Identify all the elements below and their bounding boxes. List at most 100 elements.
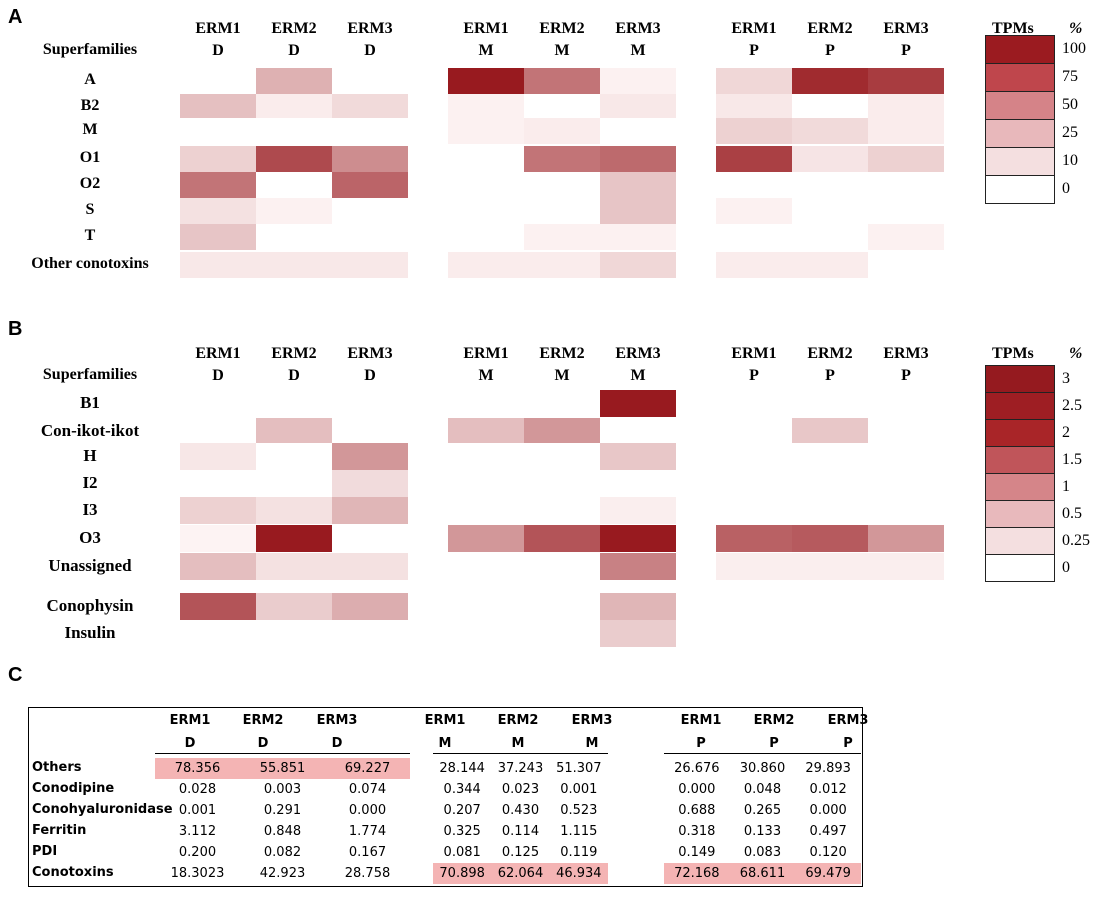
legend-header-tpms: TPMs: [992, 345, 1034, 362]
column-header-erm: ERM3: [883, 345, 929, 362]
row-label: H: [83, 446, 97, 465]
heatmap-cell: [868, 390, 944, 417]
heatmap-cell: [180, 443, 256, 470]
table-cell: 69.227: [325, 758, 410, 779]
heatmap-cell: [524, 146, 600, 172]
legend-label: 1.5: [1062, 451, 1082, 468]
row-label: S: [85, 201, 95, 218]
heatmap-cell: [180, 497, 256, 524]
table-cell: 0.048: [743, 782, 782, 797]
heatmap-cell: [332, 593, 408, 620]
heatmap-cell: [868, 443, 944, 470]
heatmap-cell: [868, 118, 944, 144]
heatmap-cell: [600, 172, 676, 198]
heatmap-cell: [600, 553, 676, 580]
table-header-erm: ERM2: [497, 713, 539, 728]
table-header-tissue: D: [331, 736, 343, 751]
legend-swatch: [985, 119, 1055, 148]
heatmap-cell: [600, 497, 676, 524]
heatmap-cell: [600, 94, 676, 120]
table-cell: 0.000: [809, 803, 847, 818]
table-cell: 0.012: [809, 782, 847, 797]
heatmap-cell: [716, 620, 792, 647]
heatmap-cell: [180, 525, 256, 552]
heatmap-cell: [524, 418, 600, 445]
legend-swatch: [985, 500, 1055, 528]
heatmap-cell: [600, 118, 676, 144]
heatmap-cell: [868, 525, 944, 552]
heatmap-cell: [600, 68, 676, 94]
column-header-erm: ERM2: [271, 20, 317, 37]
heatmap-cell: [332, 68, 408, 94]
table-cell: 70.898: [433, 863, 492, 884]
heatmap-cell: [332, 443, 408, 470]
heatmap-cell: [868, 497, 944, 524]
heatmap-cell: [524, 198, 600, 224]
heatmap-cell: [332, 390, 408, 417]
row-label: O2: [79, 175, 101, 192]
heatmap-cell: [600, 390, 676, 417]
heatmap-cell: [524, 224, 600, 250]
table-row-label: Conotoxins: [32, 865, 114, 880]
heatmap-cell: [256, 146, 332, 172]
heatmap-cell: [716, 94, 792, 120]
legend-swatch: [985, 473, 1055, 501]
heatmap-cell: [600, 224, 676, 250]
heatmap-cell: [448, 593, 524, 620]
column-header-erm: ERM3: [883, 20, 929, 37]
row-label: T: [84, 227, 96, 244]
heatmap-cell: [180, 94, 256, 120]
table-cell: 0.848: [263, 824, 302, 839]
heatmap-cell: [716, 172, 792, 198]
legend-label: 2.5: [1062, 397, 1082, 414]
heatmap-cell: [180, 418, 256, 445]
heatmap-cell: [868, 172, 944, 198]
table-row-label: Conodipine: [32, 781, 115, 796]
heatmap-cell: [448, 172, 524, 198]
heatmap-cell: [256, 224, 332, 250]
heatmap-cell: [332, 224, 408, 250]
column-header-tissue: P: [901, 367, 911, 384]
table-header-erm: ERM3: [827, 713, 869, 728]
heatmap-cell: [332, 118, 408, 144]
heatmap-cell: [716, 118, 792, 144]
heatmap-cell: [600, 593, 676, 620]
heatmap-cell: [448, 470, 524, 497]
heatmap-cell: [448, 525, 524, 552]
heatmap-cell: [180, 68, 256, 94]
legend-swatch: [985, 175, 1055, 204]
row-label: I2: [82, 473, 98, 492]
heatmap-cell: [600, 418, 676, 445]
legend-swatch: [985, 35, 1055, 64]
table-cell: 0.119: [560, 845, 598, 860]
table-header-tissue: M: [438, 736, 452, 751]
row-label: Con-ikot-ikot: [40, 421, 140, 440]
heatmap-cell: [792, 497, 868, 524]
heatmap-cell: [256, 443, 332, 470]
column-header-erm: ERM1: [731, 345, 777, 362]
heatmap-cell: [180, 620, 256, 647]
heatmap-cell: [256, 198, 332, 224]
table-cell: 18.3023: [170, 866, 225, 881]
column-header-tissue: M: [478, 367, 494, 384]
legend-swatch: [985, 446, 1055, 474]
column-header-tissue: D: [364, 42, 376, 59]
column-header-tissue: D: [364, 367, 376, 384]
heatmap-cell: [868, 224, 944, 250]
column-header-tissue: P: [901, 42, 911, 59]
table-header-tissue: D: [184, 736, 196, 751]
table-cell: 28.758: [344, 866, 391, 881]
heatmap-cell: [524, 525, 600, 552]
heatmap-cell: [448, 146, 524, 172]
heatmap-cell: [524, 553, 600, 580]
table-cell: 0.001: [560, 782, 598, 797]
heatmap-cell: [524, 118, 600, 144]
heatmap-cell: [180, 224, 256, 250]
table-cell: 68.611: [729, 863, 796, 884]
heatmap-cell: [600, 620, 676, 647]
heatmap-cell: [524, 68, 600, 94]
heatmap-cell: [448, 252, 524, 278]
heatmap-cell: [868, 593, 944, 620]
legend-label: 75: [1062, 68, 1078, 85]
heatmap-cell: [792, 553, 868, 580]
